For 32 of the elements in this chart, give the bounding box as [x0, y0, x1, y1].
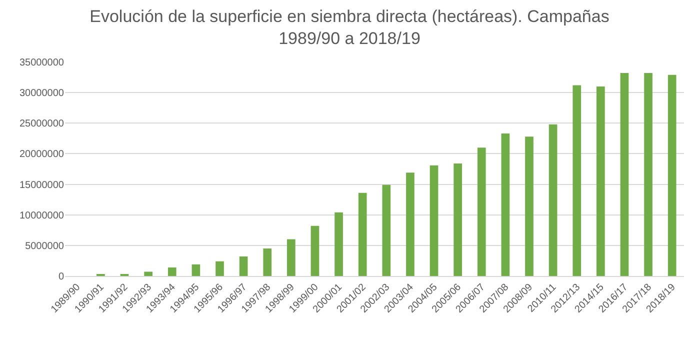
- bar: [310, 226, 320, 276]
- bar: [668, 74, 676, 276]
- bar: [548, 124, 558, 276]
- bar: [239, 256, 248, 276]
- y-tick-label: 10000000: [20, 210, 64, 222]
- y-tick-label: 35000000: [20, 58, 64, 68]
- y-tick-label: 0: [58, 272, 64, 282]
- bar: [644, 73, 652, 276]
- bar: [216, 261, 224, 276]
- bar: [454, 164, 462, 276]
- bar: [501, 134, 510, 276]
- bar: [525, 136, 534, 276]
- y-tick-label: 20000000: [20, 149, 64, 160]
- bar: [596, 86, 605, 276]
- bar: [358, 192, 367, 276]
- bar: [406, 172, 414, 276]
- bar: [477, 148, 486, 276]
- bar: [430, 165, 438, 276]
- y-tick-label: 5000000: [25, 240, 64, 252]
- bar: [620, 73, 629, 276]
- y-tick-label: 25000000: [20, 118, 64, 130]
- chart-title: Evolución de la superficie en siembra directa (hectáreas). Campañas 1989/90 a 2018/19: [90, 6, 610, 48]
- bar: [263, 248, 272, 276]
- bar: [572, 85, 582, 276]
- bar: [192, 264, 200, 276]
- bar: [334, 212, 343, 276]
- bar: [168, 267, 176, 276]
- y-tick-label: 15000000: [20, 180, 64, 191]
- y-tick-label: 30000000: [20, 88, 64, 100]
- bar: [144, 272, 152, 276]
- bar: [287, 239, 296, 276]
- bar: [382, 184, 391, 276]
